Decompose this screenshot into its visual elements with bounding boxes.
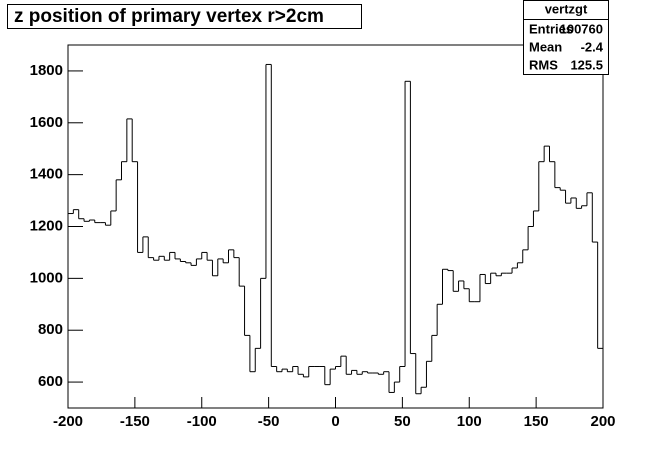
y-tick-label: 800 xyxy=(38,321,63,338)
x-tick-label: -200 xyxy=(53,413,83,430)
x-tick-label: -50 xyxy=(258,413,280,430)
stats-label: RMS xyxy=(529,57,558,72)
x-tick-label: 100 xyxy=(457,413,482,430)
title-box xyxy=(7,4,362,29)
x-tick-label: -150 xyxy=(120,413,150,430)
stats-value: 125.5 xyxy=(570,57,603,72)
y-tick-label: 1800 xyxy=(30,62,63,79)
stats-box xyxy=(523,0,609,75)
chart-title: z position of primary vertex r>2cm xyxy=(14,6,324,27)
y-tick-label: 600 xyxy=(38,373,63,390)
stats-label: Entries xyxy=(529,21,573,36)
y-tick-label: 1200 xyxy=(30,217,63,234)
stats-value: -2.4 xyxy=(581,39,604,54)
stats-name: vertzgt xyxy=(545,1,588,16)
y-tick-label: 1600 xyxy=(30,114,63,131)
x-tick-label: 50 xyxy=(394,413,411,430)
x-tick-label: 200 xyxy=(590,413,615,430)
stats-value: 100760 xyxy=(560,21,603,36)
y-tick-label: 1000 xyxy=(30,269,63,286)
x-tick-label: 0 xyxy=(331,413,339,430)
x-tick-label: 150 xyxy=(524,413,549,430)
stats-label: Mean xyxy=(529,39,562,54)
y-tick-label: 1400 xyxy=(30,166,63,183)
x-tick-label: -100 xyxy=(187,413,217,430)
